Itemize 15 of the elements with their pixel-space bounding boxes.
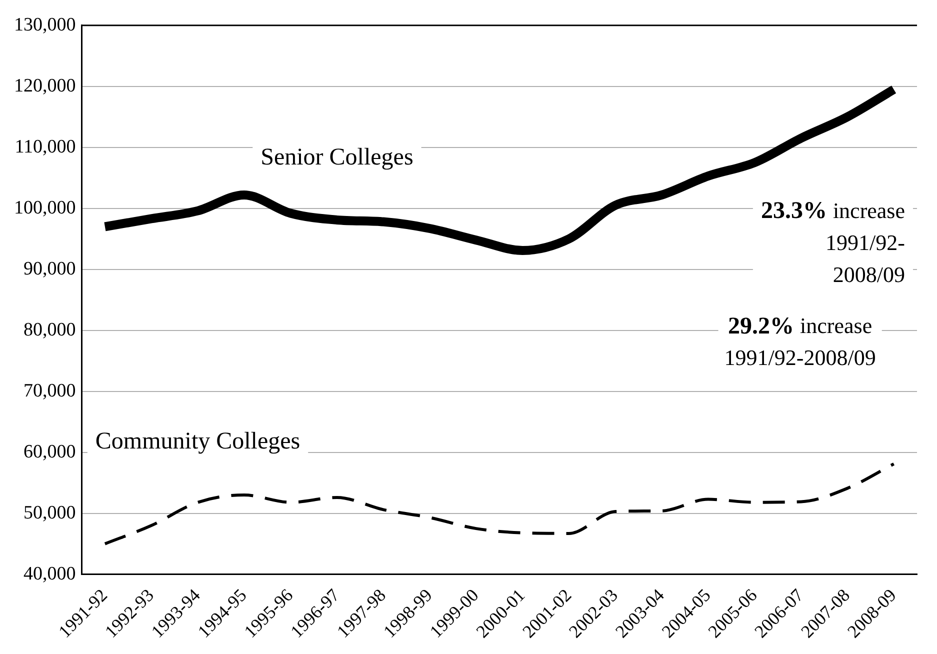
y-tick-label: 70,000 xyxy=(24,380,76,402)
y-tick-label: 40,000 xyxy=(24,563,76,584)
y-tick-label: 90,000 xyxy=(24,258,76,280)
y-tick-label: 100,000 xyxy=(14,197,76,218)
series-label: Community Colleges xyxy=(95,428,300,455)
y-tick-label: 50,000 xyxy=(24,502,76,524)
y-tick-label: 120,000 xyxy=(14,75,76,96)
y-tick-label: 130,000 xyxy=(14,14,76,36)
line-series xyxy=(103,462,896,546)
y-tick-label: 80,000 xyxy=(24,319,76,340)
y-tick-label: 110,000 xyxy=(14,136,76,158)
series-label: Senior Colleges xyxy=(260,144,414,170)
annotation: 29.2% increase 1991/92-2008/09 xyxy=(724,313,876,370)
annotation: 23.3% increase 1991/92-2008/09 xyxy=(760,198,906,287)
y-tick-label: 60,000 xyxy=(24,441,76,462)
